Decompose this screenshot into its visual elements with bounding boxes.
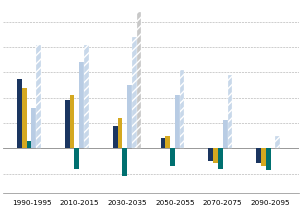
Bar bbox=[227, 75, 232, 148]
Bar bbox=[117, 118, 122, 148]
Bar bbox=[213, 148, 218, 163]
Bar bbox=[175, 95, 180, 148]
Bar bbox=[65, 100, 70, 148]
Bar bbox=[122, 148, 127, 176]
Bar bbox=[256, 148, 261, 163]
Bar bbox=[132, 37, 137, 148]
Bar bbox=[266, 148, 271, 170]
Bar bbox=[31, 108, 36, 148]
Bar bbox=[79, 62, 84, 148]
Bar bbox=[275, 136, 280, 148]
Bar bbox=[137, 12, 141, 148]
Bar bbox=[22, 88, 27, 148]
Bar bbox=[180, 70, 185, 148]
Bar bbox=[84, 45, 89, 148]
Bar bbox=[70, 95, 75, 148]
Bar bbox=[36, 45, 41, 148]
Bar bbox=[261, 148, 266, 166]
Bar bbox=[17, 79, 22, 148]
Bar bbox=[208, 148, 213, 161]
Bar bbox=[165, 136, 170, 148]
Bar bbox=[218, 148, 223, 168]
Bar bbox=[170, 148, 175, 166]
Bar bbox=[27, 141, 31, 148]
Bar bbox=[161, 138, 165, 148]
Bar bbox=[113, 126, 117, 148]
Bar bbox=[223, 120, 227, 148]
Bar bbox=[75, 148, 79, 168]
Bar bbox=[127, 85, 132, 148]
